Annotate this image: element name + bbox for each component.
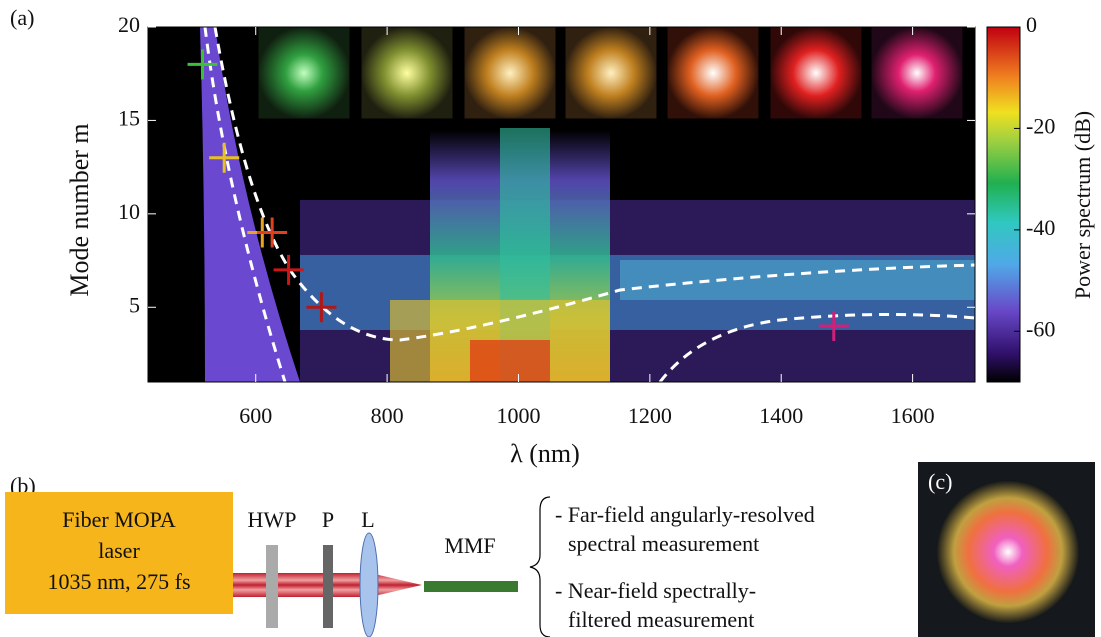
component-label: MMF <box>444 533 495 558</box>
colorbar-label: Power spectrum (dB) <box>1070 111 1095 299</box>
output-label: - Far-field angularly-resolved <box>555 502 815 527</box>
y-tick-label: 5 <box>129 292 140 317</box>
x-tick-label: 600 <box>239 403 272 428</box>
polarizer <box>323 545 333 628</box>
fiber <box>424 581 518 592</box>
laser-label: Fiber MOPA <box>62 507 176 532</box>
hwp <box>266 545 278 628</box>
marker <box>818 310 849 341</box>
laser-box <box>5 492 233 614</box>
x-tick-label: 1600 <box>891 403 935 428</box>
plot-frame <box>147 26 976 383</box>
colorbar-tick-label: 0 <box>1026 12 1037 37</box>
y-tick-label: 15 <box>118 105 140 130</box>
x-axis-label: λ (nm) <box>510 439 580 468</box>
colorbar-tick-label: -60 <box>1026 316 1055 341</box>
panel-label: (a) <box>10 5 34 30</box>
lens <box>359 532 379 637</box>
output-label: spectral measurement <box>568 531 759 556</box>
x-tick-label: 1400 <box>759 403 803 428</box>
colorbar-tick-label: -20 <box>1026 113 1055 138</box>
laser-label: 1035 nm, 275 fs <box>48 569 191 594</box>
component-label: HWP <box>248 507 297 532</box>
marker <box>187 49 218 80</box>
component-label: L <box>361 507 374 532</box>
x-tick-label: 1000 <box>496 403 540 428</box>
schematic: (b) Fiber MOPA laser 1035 nm, 275 fs HWP… <box>5 473 815 637</box>
laser-label: laser <box>98 538 140 563</box>
output-label: filtered measurement <box>568 607 754 632</box>
ticks: 600 800 1000 1200 1400 1600 5 10 15 20 0 -20 -40 -60 <box>118 12 1055 428</box>
brace <box>529 496 551 637</box>
marker <box>257 217 288 248</box>
output-label: - Near-field spectrally- <box>555 578 756 603</box>
heatmap-image <box>148 26 976 383</box>
colorbar <box>986 26 1021 383</box>
x-tick-label: 800 <box>371 403 404 428</box>
y-tick-label: 10 <box>118 199 140 224</box>
y-tick-label: 20 <box>118 12 140 37</box>
component-label: P <box>322 507 334 532</box>
x-tick-label: 1200 <box>628 403 672 428</box>
y-axis-label: Mode number m <box>65 123 94 296</box>
colorbar-tick-label: -40 <box>1026 215 1055 240</box>
marker <box>273 254 304 285</box>
panel-label: (c) <box>928 469 952 494</box>
marker <box>209 142 240 173</box>
photo: (c) <box>918 462 1095 637</box>
marker <box>306 292 337 323</box>
